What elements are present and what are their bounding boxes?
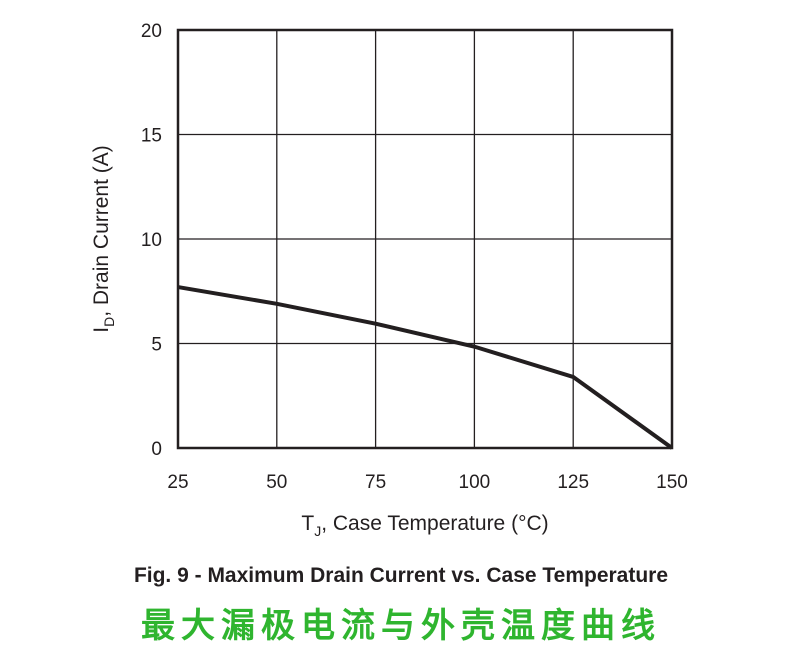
grid <box>177 29 673 449</box>
x-tick-label: 150 <box>656 472 688 493</box>
y-tick-label: 0 <box>151 439 162 460</box>
y-tick-label: 20 <box>141 21 162 42</box>
y-tick-label: 5 <box>151 335 162 356</box>
series-line <box>177 285 674 450</box>
x-tick-labels: 25 50 75 100 125 150 <box>167 472 687 493</box>
chart: 25 50 75 100 125 150 0 5 10 15 20 TJ, Case Temper… <box>90 21 688 539</box>
y-tick-labels: 0 5 10 15 20 <box>141 21 162 460</box>
plot-frame <box>176 28 674 450</box>
x-axis-label: TJ, Case Temperature (°C) <box>301 512 548 539</box>
y-axis-label: ID, Drain Current (A) <box>90 145 117 333</box>
chart-title: Fig. 9 - Maximum Drain Current vs. Case … <box>133 564 669 587</box>
y-tick-label: 10 <box>141 230 162 251</box>
y-tick-label: 15 <box>141 126 162 147</box>
x-tick-label: 125 <box>557 472 589 493</box>
x-tick-label: 75 <box>365 472 386 493</box>
x-tick-label: 100 <box>459 472 491 493</box>
x-tick-label: 50 <box>266 472 287 493</box>
chart-subtitle: 最大漏极电流与外壳温度曲线 <box>141 606 661 646</box>
x-tick-label: 25 <box>167 472 188 493</box>
